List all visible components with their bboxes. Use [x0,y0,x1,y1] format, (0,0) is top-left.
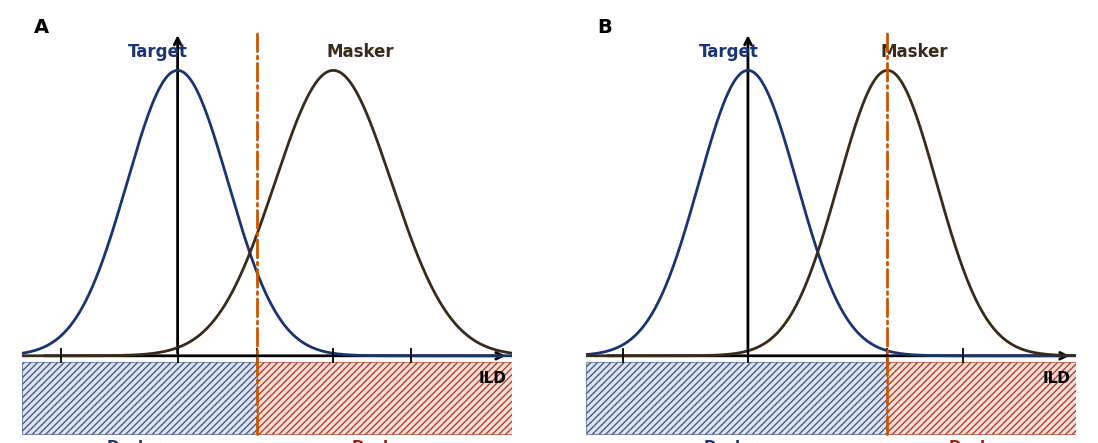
Text: Declare
"Target": Declare "Target" [104,439,175,443]
Text: Declare
"Target": Declare "Target" [702,439,772,443]
Text: ILD: ILD [1042,371,1071,386]
Text: ILD: ILD [479,371,506,386]
Bar [585,362,887,434]
Text: Target: Target [699,43,759,61]
Bar [257,362,513,434]
Text: Declare
"Masker": Declare "Masker" [943,439,1021,443]
Bar [887,362,1076,434]
Text: A: A [34,18,48,37]
Text: Masker: Masker [881,43,948,61]
Bar [22,362,257,434]
Text: Declare
"Masker": Declare "Masker" [346,439,424,443]
Text: B: B [597,18,612,37]
Text: Masker: Masker [327,43,394,61]
Text: Target: Target [128,43,188,61]
